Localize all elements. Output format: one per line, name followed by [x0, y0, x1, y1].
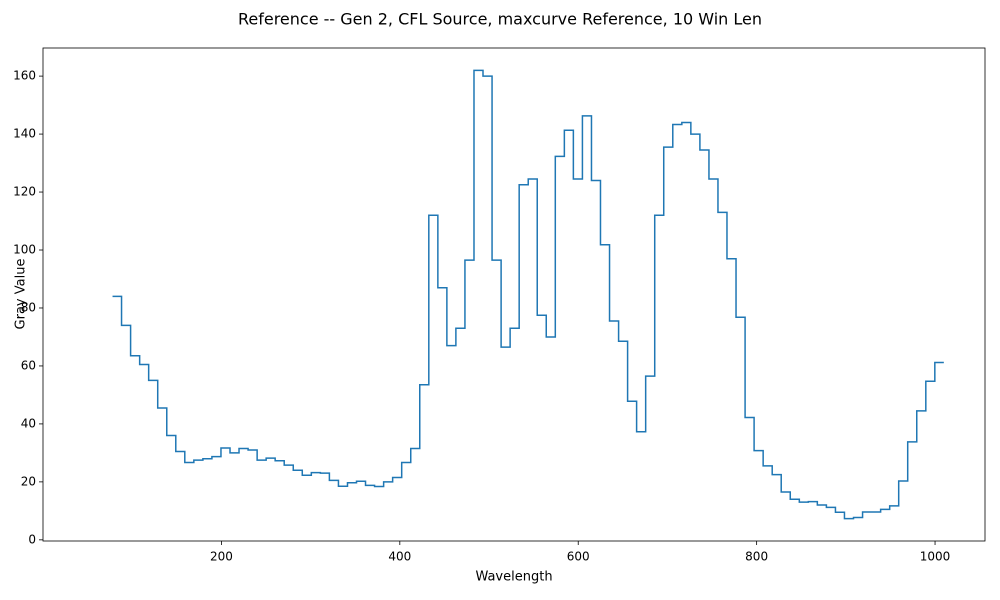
x-tick-label: 1000	[920, 550, 951, 564]
x-tick-label: 400	[388, 550, 411, 564]
y-tick-label: 40	[21, 416, 36, 430]
y-tick-label: 140	[13, 127, 36, 141]
y-tick-label: 0	[28, 532, 36, 546]
plot-frame	[42, 47, 986, 542]
y-tick-label: 20	[21, 474, 36, 488]
y-tick-label: 60	[21, 358, 36, 372]
x-tick-label: 800	[745, 550, 768, 564]
y-axis-label: Gray Value	[14, 259, 29, 330]
y-tick-label: 100	[13, 243, 36, 257]
x-axis-label: Wavelength	[475, 570, 552, 585]
y-tick-label: 160	[13, 69, 36, 83]
x-tick-label: 200	[210, 550, 233, 564]
x-tick-label: 600	[567, 550, 590, 564]
y-tick-label: 120	[13, 185, 36, 199]
step-line	[112, 69, 944, 520]
y-tick-label: 80	[21, 300, 36, 314]
chart-title: Reference -- Gen 2, CFL Source, maxcurve…	[238, 10, 762, 29]
